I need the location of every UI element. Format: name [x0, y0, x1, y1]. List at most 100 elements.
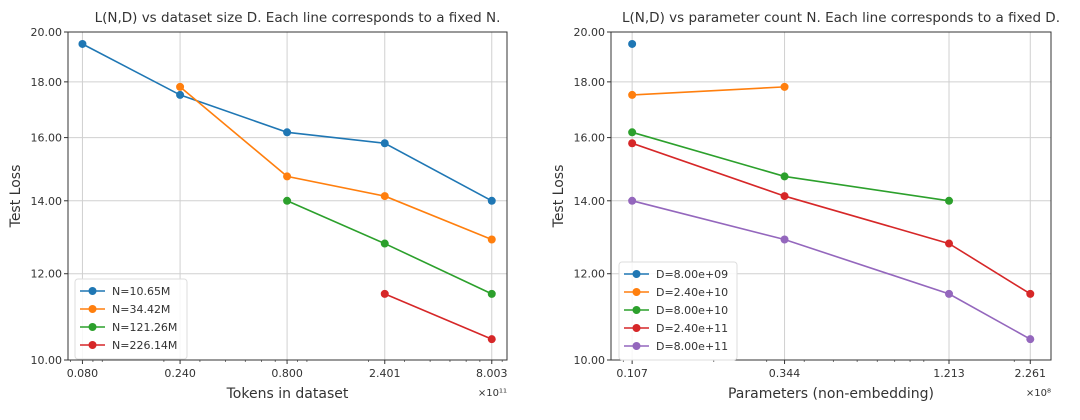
data-point — [283, 128, 292, 137]
chart-1: 0.080 0.240 0.800 2.401 8.003 10.00 12.00 14.00… — [8, 10, 508, 402]
data-point — [945, 289, 954, 298]
y-tick-label: 18.00 — [574, 76, 606, 89]
y-tick-label: 12.00 — [574, 268, 606, 281]
x-tick-label: 8.003 — [476, 367, 508, 380]
legend-label: N=226.14M — [112, 339, 177, 352]
series-line — [631, 142, 1031, 295]
y-tick-label: 16.00 — [574, 132, 606, 145]
x-tick-label: 0.344 — [769, 367, 801, 380]
legend: N=10.65M N=34.42M N=121.26M N=226.14M — [74, 278, 188, 360]
data-point — [780, 172, 789, 181]
legend-marker — [88, 305, 97, 313]
y-tick-label: 10.00 — [31, 354, 63, 367]
legend-label: N=34.42M — [112, 303, 170, 316]
y-tick-label: 16.00 — [31, 132, 63, 145]
data-point — [487, 235, 496, 244]
data-point — [380, 139, 389, 148]
x-tick-label: 2.261 — [1015, 367, 1047, 380]
x-tick-label: 2.401 — [369, 367, 401, 380]
data-point — [628, 139, 637, 148]
legend-marker — [88, 323, 97, 331]
x-axis-multiplier: ×10⁸ — [1026, 388, 1051, 399]
legend-box — [618, 261, 738, 361]
data-point — [176, 82, 185, 91]
x-tick-label: 0.800 — [271, 367, 303, 380]
y-axis-label: Test Loss — [551, 165, 567, 229]
series-D=8.00e+09 — [628, 39, 637, 48]
legend-label: D=2.40e+11 — [656, 322, 728, 335]
legend-marker — [632, 270, 641, 278]
data-point — [380, 289, 389, 298]
data-point — [1026, 289, 1035, 298]
data-point — [176, 90, 185, 99]
series-line — [179, 86, 493, 241]
legend-marker — [632, 342, 641, 350]
series-D=8.00e+11 — [628, 196, 1035, 344]
legend-label: D=2.40e+10 — [656, 286, 728, 299]
legend-marker — [632, 324, 641, 332]
data-point — [78, 39, 87, 48]
legend-box — [74, 278, 188, 360]
x-tick-label: 0.107 — [616, 367, 648, 380]
legend-label: D=8.00e+10 — [656, 304, 728, 317]
data-point — [380, 192, 389, 201]
series-line — [631, 200, 1031, 340]
chart-title: L(N,D) vs parameter count N. Each line c… — [622, 10, 1060, 26]
x-tick-label: 0.240 — [164, 367, 196, 380]
series-line — [632, 86, 785, 96]
data-point — [945, 196, 954, 205]
x-axis-multiplier: ×10¹¹ — [478, 388, 507, 399]
legend: D=8.00e+09 D=2.40e+10 D=8.00e+10 D=2.40e+11… — [618, 261, 738, 361]
data-point — [780, 235, 789, 244]
data-point — [780, 192, 789, 201]
data-point — [628, 128, 637, 137]
data-point — [780, 82, 789, 91]
series-N=10.65M — [78, 39, 496, 205]
y-tick-label: 10.00 — [574, 354, 606, 367]
data-point — [487, 335, 496, 344]
x-tick-label: 0.080 — [67, 367, 99, 380]
x-tick-label: 1.213 — [933, 367, 965, 380]
data-point — [283, 196, 292, 205]
x-axis-label: Tokens in dataset — [226, 386, 349, 402]
series-N=34.42M — [176, 82, 496, 244]
data-point — [1026, 335, 1035, 344]
y-tick-label: 20.00 — [31, 26, 63, 39]
data-point — [628, 90, 637, 99]
data-point — [487, 196, 496, 205]
series-line — [631, 131, 950, 202]
data-point — [487, 289, 496, 298]
data-point — [380, 239, 389, 248]
series-D=8.00e+10 — [628, 128, 954, 205]
series-line — [286, 200, 493, 295]
data-point — [283, 172, 292, 181]
legend-label: D=8.00e+09 — [656, 268, 728, 281]
legend-marker — [632, 306, 641, 314]
legend-marker — [632, 288, 641, 296]
data-point — [628, 196, 637, 205]
legend-label: D=8.00e+11 — [656, 340, 728, 353]
y-tick-label: 14.00 — [574, 195, 606, 208]
y-axis-label: Test Loss — [8, 165, 24, 229]
axes-frame — [610, 31, 1052, 361]
chart-2: 0.107 0.344 1.213 2.261 10.00 12.00 14.00 16.00… — [551, 10, 1060, 402]
series-line — [384, 293, 493, 340]
y-tick-label: 14.00 — [31, 195, 63, 208]
series-D=2.40e+11 — [628, 139, 1035, 298]
y-tick-label: 18.00 — [31, 76, 63, 89]
y-tick-label: 12.00 — [31, 268, 63, 281]
chart-title: L(N,D) vs dataset size D. Each line corr… — [95, 10, 501, 26]
axes-frame — [67, 31, 508, 361]
legend-marker — [88, 341, 97, 349]
series-N=121.26M — [283, 196, 496, 298]
y-tick-label: 20.00 — [574, 26, 606, 39]
legend-label: N=121.26M — [112, 321, 177, 334]
series-D=2.40e+10 — [628, 82, 789, 99]
data-point — [628, 39, 637, 48]
series-N=226.14M — [380, 289, 496, 344]
legend-marker — [88, 287, 97, 295]
data-point — [945, 239, 954, 248]
legend-label: N=10.65M — [112, 285, 170, 298]
x-axis-label: Parameters (non-embedding) — [728, 386, 934, 402]
